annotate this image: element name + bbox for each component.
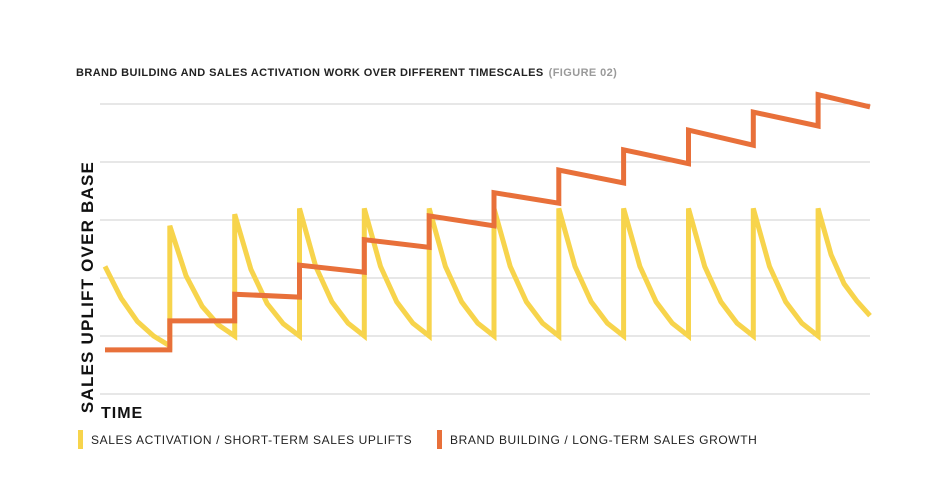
grid — [100, 103, 870, 395]
plot-area — [102, 91, 872, 353]
legend-label: BRAND BUILDING / LONG-TERM SALES GROWTH — [450, 433, 757, 447]
series-line — [102, 207, 872, 351]
chart-title: BRAND BUILDING AND SALES ACTIVATION WORK… — [76, 67, 544, 79]
series-line — [105, 91, 871, 353]
x-axis-label: TIME — [101, 405, 143, 422]
legend-label: SALES ACTIVATION / SHORT-TERM SALES UPLI… — [91, 433, 412, 447]
figure-note: (FIGURE 02) — [549, 67, 618, 79]
legend-swatch — [78, 430, 83, 449]
legend: SALES ACTIVATION / SHORT-TERM SALES UPLI… — [78, 430, 757, 449]
y-axis-label: SALES UPLIFT OVER BASE — [78, 161, 97, 413]
legend-swatch — [437, 430, 442, 449]
chart-title-group: BRAND BUILDING AND SALES ACTIVATION WORK… — [76, 67, 617, 79]
